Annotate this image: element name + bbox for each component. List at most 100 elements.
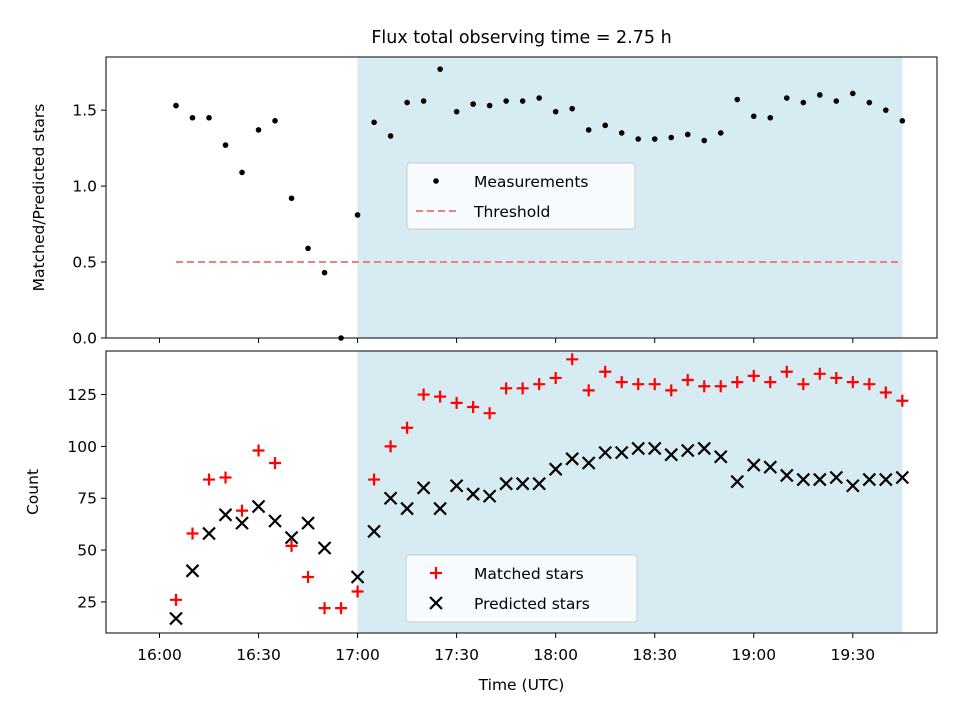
matched-star-point [780, 365, 793, 378]
measurement-point [850, 90, 856, 97]
predicted-star-point [895, 470, 910, 485]
measurement-point [206, 114, 212, 121]
matched-star-point [417, 388, 430, 401]
matched-star-point [368, 473, 381, 486]
measurement-point [404, 99, 410, 106]
measurement-point [470, 101, 476, 107]
matched-star-point [483, 407, 496, 420]
predicted-star-point [350, 570, 365, 584]
matched-star-point [351, 585, 364, 598]
predicted-star-point [581, 456, 596, 470]
predicted-star-point [317, 541, 332, 555]
bottom-panel: 25 50 75 100 125 16:00 16:30 17:00 17:30 18:00 18… [24, 350, 938, 694]
predicted-star-point [169, 611, 183, 626]
predicted-star-point [185, 564, 200, 578]
x-tick-label: 18:00 [533, 646, 578, 664]
measurement-point [569, 105, 575, 112]
legend-threshold-label: Threshold [473, 203, 550, 221]
measurement-point [651, 136, 658, 142]
measurement-point [899, 117, 906, 124]
predicted-star-point [400, 501, 414, 516]
measurement-point [866, 99, 873, 106]
predicted-star-point [499, 476, 513, 491]
measurement-point [833, 98, 840, 104]
y-tick-label: 125 [67, 386, 97, 404]
predicted-star-point [614, 445, 629, 460]
measurement-point [173, 102, 179, 109]
measurement-point [222, 142, 229, 148]
matched-star-point [450, 396, 463, 409]
matched-star-point [236, 504, 249, 517]
legend-predicted-label: Predicted stars [474, 595, 590, 613]
bottom-y-ticks: 25 50 75 100 125 [67, 386, 106, 611]
matched-star-point [648, 378, 661, 391]
y-tick-label: 100 [67, 438, 97, 456]
predicted-star-point [813, 472, 827, 487]
y-tick-label: 50 [77, 542, 97, 560]
measurement-point [519, 98, 526, 104]
measurement-point [453, 108, 460, 115]
matched-star-point [731, 376, 744, 389]
predicted-star-point [879, 472, 893, 487]
matched-star-point [169, 593, 182, 606]
x-tick-label: 17:00 [335, 646, 380, 664]
measurement-point [486, 102, 493, 109]
measurement-point [371, 119, 377, 126]
matched-star-point [186, 527, 199, 540]
bottom-legend: Matched stars Predicted stars [405, 554, 638, 623]
predicted-star-point [235, 516, 249, 530]
predicted-star-point [647, 441, 662, 456]
top-x-ticks [158, 338, 854, 343]
measurement-point [734, 96, 741, 103]
predicted-star-point [532, 476, 546, 491]
predicted-star-point [565, 452, 579, 466]
matched-star-point [302, 571, 315, 584]
measurement-point [420, 98, 427, 104]
matched-star-point [830, 371, 843, 384]
chart-title: Flux total observing time = 2.75 h [371, 28, 671, 48]
matched-star-point [533, 378, 546, 391]
predicted-star-point [433, 501, 447, 516]
measurement-point [305, 245, 311, 252]
measurement-point [387, 133, 394, 139]
measurement-point [767, 114, 774, 121]
predicted-star-point [301, 516, 315, 530]
predicted-star-point [713, 449, 728, 464]
predicted-star-point [383, 491, 398, 505]
matched-star-point [896, 394, 909, 407]
measurement-point [255, 127, 262, 133]
top-axes-frame [105, 56, 938, 339]
x-tick-label: 19:30 [830, 646, 875, 664]
y-tick-label: 0.5 [72, 254, 97, 272]
measurement-point [618, 130, 625, 136]
predicted-star-point [515, 476, 530, 491]
measurement-point [783, 95, 790, 101]
matched-star-point [566, 353, 579, 366]
legend-matched-marker [430, 567, 442, 579]
measurement-point [272, 117, 278, 124]
matched-star-point [698, 380, 711, 393]
measurement-point [717, 130, 724, 136]
predicted-star-point [268, 514, 282, 528]
matched-star-point [318, 602, 331, 615]
top-y-ticks: 0.0 0.5 1.0 1.5 [72, 102, 106, 348]
predicted-star-point [367, 524, 381, 539]
top-legend-box [406, 162, 636, 230]
predicted-star-point [202, 526, 216, 541]
bottom-axes-frame [105, 350, 938, 634]
matched-star-point [813, 367, 826, 380]
measurement-points [173, 66, 906, 341]
predicted-star-point [780, 468, 794, 483]
measurement-point [552, 108, 559, 115]
matched-star-point [615, 376, 628, 389]
legend-predicted-marker [429, 596, 443, 610]
predicted-star-point [466, 487, 480, 501]
y-tick-label: 0.0 [72, 330, 97, 348]
x-tick-label: 16:00 [137, 646, 182, 664]
matched-star-point [681, 374, 694, 387]
measurement-point [635, 136, 642, 142]
bottom-x-ticks: 16:00 16:30 17:00 17:30 18:00 18:30 19:00 19:30 [137, 633, 875, 664]
matched-star-point [797, 378, 810, 391]
measurement-point [239, 169, 245, 176]
